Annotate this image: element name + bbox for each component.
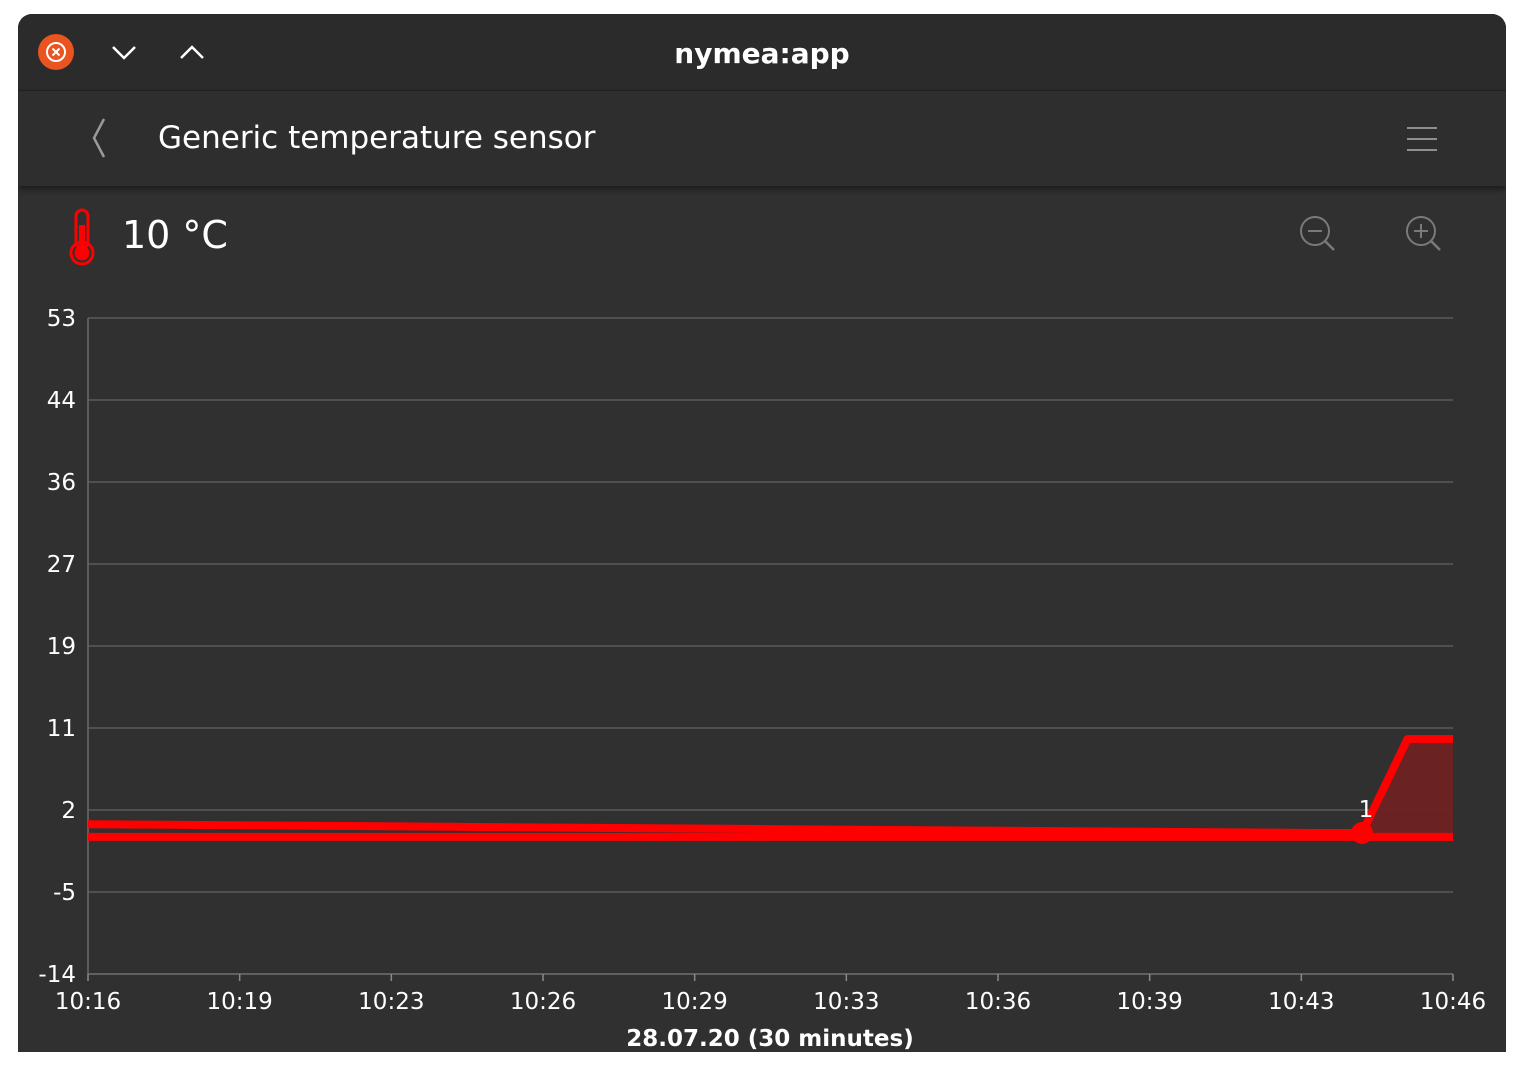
y-tick-label: 53 <box>47 306 76 332</box>
back-button[interactable] <box>84 115 114 161</box>
x-tick-label: 10:33 <box>813 989 879 1015</box>
chevron-up-icon <box>180 45 204 59</box>
titlebar: nymea:app <box>18 14 1506 91</box>
x-tick-label: 10:16 <box>55 989 121 1015</box>
hamburger-menu-icon <box>1407 127 1437 151</box>
area-fill <box>1362 739 1453 837</box>
x-tick-label: 10:43 <box>1268 989 1334 1015</box>
menu-button[interactable] <box>1404 121 1440 157</box>
zoom-out-button[interactable] <box>1298 214 1338 254</box>
minimize-button[interactable] <box>106 34 142 70</box>
y-tick-label: 36 <box>47 470 76 496</box>
y-tick-label: -5 <box>53 880 76 906</box>
close-icon <box>46 42 66 62</box>
back-icon <box>92 118 106 158</box>
x-axis-label: 28.07.20 (30 minutes) <box>626 1026 913 1052</box>
page-header: Generic temperature sensor <box>18 91 1506 186</box>
x-tick-label: 10:19 <box>207 989 273 1015</box>
zoom-in-icon <box>1406 216 1441 251</box>
y-tick-label: 44 <box>47 388 76 414</box>
series-line <box>87 735 1453 838</box>
zoom-out-icon <box>1300 216 1335 251</box>
x-axis-ticks: 10:16 10:19 10:23 10:26 10:29 10:33 10:36 10:39… <box>55 974 1486 1015</box>
x-tick-label: 10:29 <box>662 989 728 1015</box>
thermometer-icon <box>69 208 95 266</box>
chart-series: 1 <box>87 735 1453 845</box>
data-point[interactable] <box>1351 822 1373 845</box>
app-window: nymea:app Generic temperature sensor 10 … <box>18 14 1506 1052</box>
chevron-down-icon <box>112 46 136 60</box>
sensor-value: 10 °C <box>122 213 228 257</box>
x-tick-label: 10:39 <box>1117 989 1183 1015</box>
close-button[interactable] <box>38 34 74 70</box>
chart-area-fill <box>1362 739 1453 837</box>
x-tick-label: 10:36 <box>965 989 1031 1015</box>
x-tick-label: 10:23 <box>358 989 424 1015</box>
x-tick-label: 10:46 <box>1420 989 1486 1015</box>
y-tick-label: 11 <box>47 716 76 742</box>
x-tick-label: 10:26 <box>510 989 576 1015</box>
zoom-in-button[interactable] <box>1404 214 1444 254</box>
y-tick-label: 2 <box>61 798 76 824</box>
y-axis-ticks: -14 -5 2 11 19 27 36 44 53 <box>38 306 76 988</box>
y-tick-label: -14 <box>38 962 76 988</box>
point-label: 1 <box>1359 797 1374 823</box>
page-title: Generic temperature sensor <box>158 120 596 156</box>
chart-grid <box>87 317 1453 975</box>
y-tick-label: 27 <box>47 552 76 578</box>
maximize-button[interactable] <box>174 34 210 70</box>
window-title: nymea:app <box>674 37 850 70</box>
y-tick-label: 19 <box>47 634 76 660</box>
temperature-chart: 1 -14 -5 2 11 19 27 36 44 53 10:16 10:19 10:23 10:2… <box>38 306 1486 1052</box>
